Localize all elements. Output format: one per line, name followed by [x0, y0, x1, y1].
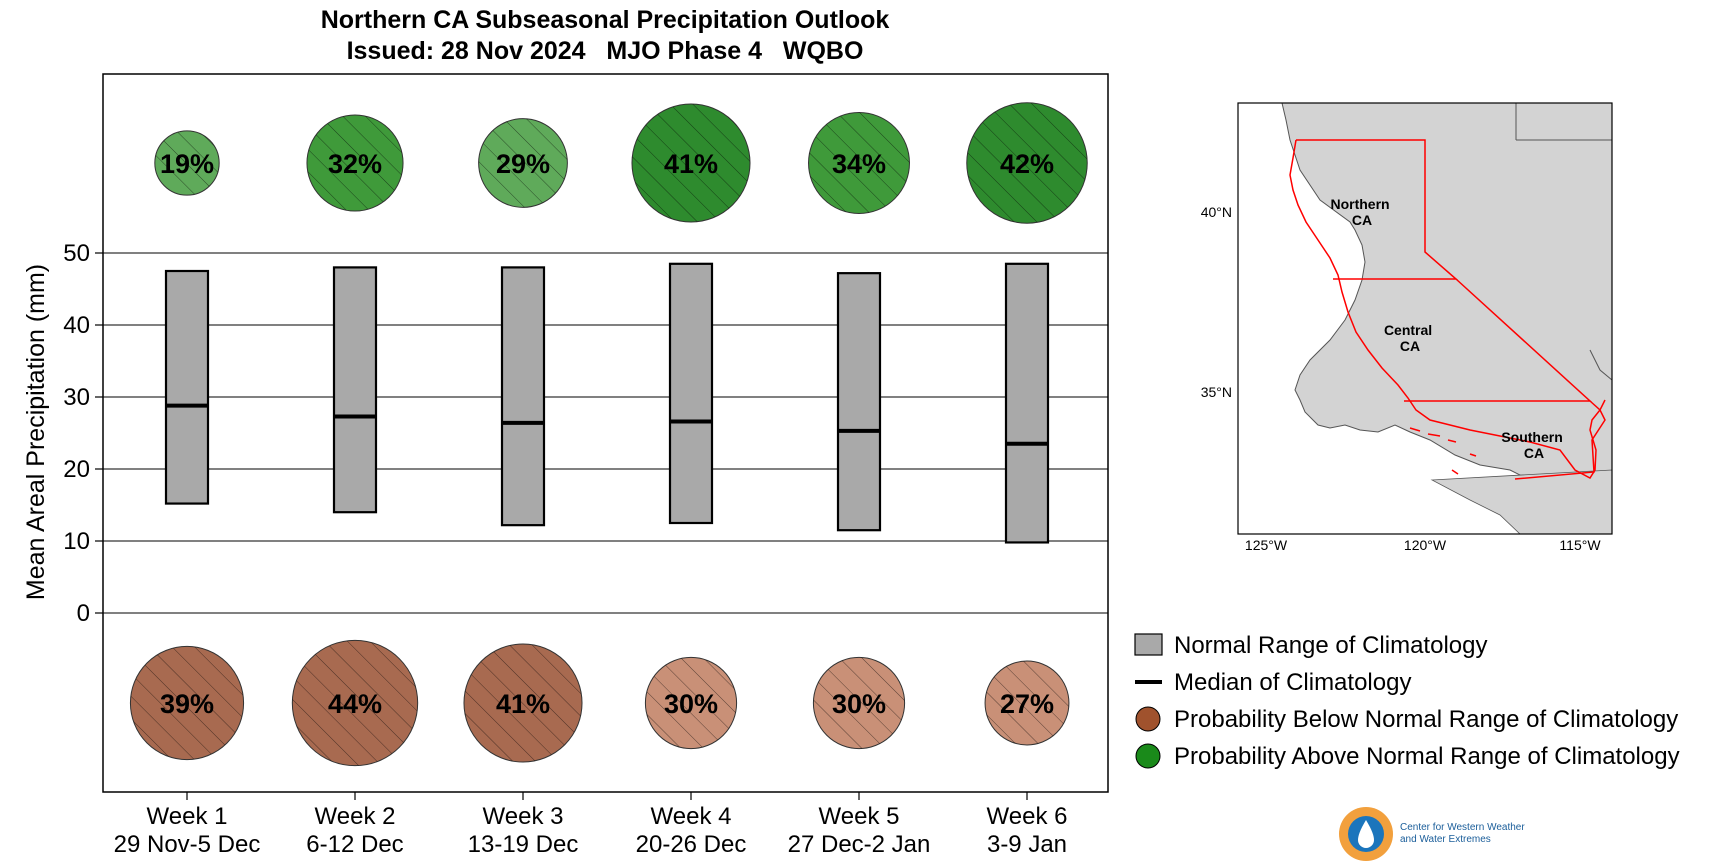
map-frame — [1237, 102, 1613, 535]
x-tick-labels: Week 129 Nov-5 Dec Week 26-12 Dec Week 313… — [114, 792, 1068, 858]
prob-below-label-week-2: 44% — [328, 689, 382, 719]
prob-below-hatch-week-2 — [292, 640, 418, 766]
x-tick-week-2: Week 2 — [315, 803, 396, 830]
normal-range-bar-week-6 — [1004, 262, 1050, 544]
x-tick-dates-week-2: 6-12 Dec — [306, 831, 403, 858]
logo-line1: Center for Western Weather — [1400, 822, 1525, 833]
prob-above-label-week-1: 19% — [160, 149, 214, 179]
legend-swatch-normal-range — [1134, 633, 1163, 656]
y-tick-label-20: 20 — [63, 456, 90, 483]
legend-label-normal-range: Normal Range of Climatology — [1174, 632, 1487, 659]
lon-tick-115: 115°W — [1559, 537, 1601, 553]
x-tick-dates-week-4: 20-26 Dec — [636, 831, 747, 858]
ca-coastline — [1289, 139, 1606, 479]
prob-below-hatch-week-6 — [985, 661, 1069, 745]
x-tick-dates-week-1: 29 Nov-5 Dec — [114, 831, 261, 858]
y-tick-label-40: 40 — [63, 312, 90, 339]
map-region-northern: Northern CA — [1330, 196, 1393, 228]
x-tick-week-3: Week 3 — [483, 803, 564, 830]
x-tick-week-6: Week 6 — [987, 803, 1068, 830]
median-marks — [166, 403, 1048, 446]
prob-above-label-week-2: 32% — [328, 149, 382, 179]
prob-below-hatch-week-1 — [130, 646, 244, 760]
plot-frame — [102, 73, 1109, 793]
prob-above-hatch-week-4 — [631, 103, 751, 223]
x-tick-dates-week-3: 13-19 Dec — [468, 831, 579, 858]
prob-below-label-week-3: 41% — [496, 689, 550, 719]
y-axis-label: Mean Areal Precipitation (mm) — [22, 264, 50, 600]
prob-below-hatch-week-3 — [463, 643, 583, 763]
y-tick-label-30: 30 — [63, 384, 90, 411]
lon-tick-120: 120°W — [1404, 537, 1447, 553]
normal-range-bar-week-3 — [500, 266, 546, 527]
x-tick-dates-week-6: 3-9 Jan — [987, 831, 1067, 858]
prob-above-circles: 19% 32% 29% 41% 34% 42% — [154, 102, 1088, 224]
northern-ca-border — [1296, 139, 1459, 280]
map-region-central: Central CA — [1384, 322, 1436, 354]
california-map: Northern CA Central CA Southern CA 40°N … — [1201, 102, 1613, 553]
prob-below-hatch-week-4 — [645, 657, 737, 749]
prob-below-hatch-week-5 — [813, 657, 905, 749]
legend-label-above: Probability Above Normal Range of Climat… — [1174, 743, 1680, 770]
ca-islands — [1409, 427, 1477, 475]
prob-below-label-week-4: 30% — [664, 689, 718, 719]
x-tick-dates-week-5: 27 Dec-2 Jan — [788, 831, 931, 858]
normal-range-bar-week-2 — [332, 266, 378, 514]
legend-label-below: Probability Below Normal Range of Climat… — [1174, 706, 1678, 733]
y-tick-label-50: 50 — [63, 240, 90, 267]
legend-label-median: Median of Climatology — [1174, 669, 1411, 696]
prob-above-label-week-6: 42% — [1000, 149, 1054, 179]
chart-subtitle: Issued: 28 Nov 2024 MJO Phase 4 WQBO — [347, 37, 864, 65]
prob-below-label-week-5: 30% — [832, 689, 886, 719]
lon-tick-125: 125°W — [1245, 537, 1288, 553]
prob-above-hatch-week-6 — [966, 102, 1088, 224]
map-region-southern: Southern CA — [1501, 429, 1566, 461]
prob-above-hatch-week-5 — [808, 112, 910, 214]
land-mexico — [1430, 469, 1612, 534]
prob-above-label-week-4: 41% — [664, 149, 718, 179]
legend: Normal Range of Climatology Median of Cl… — [1134, 632, 1680, 770]
prob-below-circles: 39% 44% 41% 30% 30% 27% — [129, 639, 1070, 767]
legend-swatch-below — [1135, 706, 1161, 732]
normal-range-bar-week-4 — [668, 262, 714, 525]
state-border — [1589, 349, 1612, 381]
prob-above-hatch-week-1 — [154, 130, 220, 196]
normal-range-bars — [164, 262, 1050, 544]
y-tick-label-10: 10 — [63, 528, 90, 555]
southern-ca-border — [1514, 400, 1606, 480]
lat-tick-35: 35°N — [1201, 384, 1232, 400]
grid-lines — [95, 252, 1108, 614]
prob-below-label-week-6: 27% — [1000, 689, 1054, 719]
cw3e-logo: Center for Western Weather and Water Ext… — [1339, 807, 1525, 861]
normal-range-bar-week-5 — [836, 272, 882, 532]
x-tick-week-5: Week 5 — [819, 803, 900, 830]
x-tick-week-1: Week 1 — [147, 803, 228, 830]
x-tick-week-4: Week 4 — [651, 803, 732, 830]
logo-line2: and Water Extremes — [1400, 834, 1491, 845]
prob-below-label-week-1: 39% — [160, 689, 214, 719]
lat-tick-40: 40°N — [1201, 204, 1232, 220]
prob-above-label-week-3: 29% — [496, 149, 550, 179]
legend-swatch-above — [1135, 743, 1161, 769]
y-tick-label-0: 0 — [77, 600, 90, 627]
prob-above-label-week-5: 34% — [832, 149, 886, 179]
prob-above-hatch-week-3 — [478, 118, 568, 208]
water-drop-icon — [1358, 820, 1374, 848]
chart-title: Northern CA Subseasonal Precipitation Ou… — [321, 6, 890, 34]
normal-range-bar-week-1 — [164, 269, 210, 505]
prob-above-hatch-week-2 — [306, 114, 404, 212]
y-tick-labels: 0 10 20 30 40 50 — [63, 240, 90, 627]
